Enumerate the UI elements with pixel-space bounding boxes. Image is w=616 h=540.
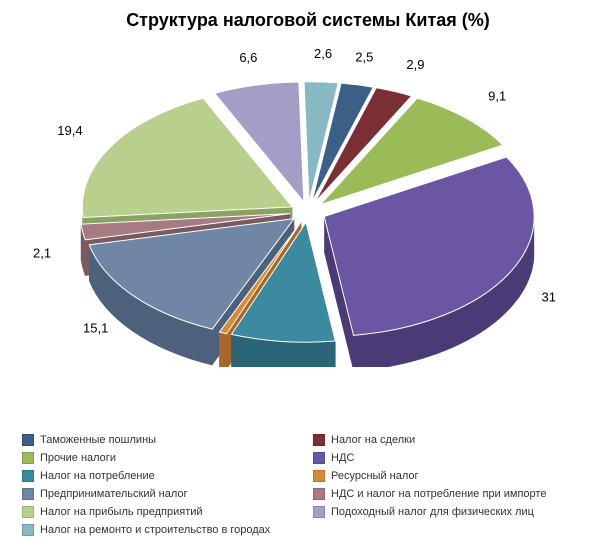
legend-swatch <box>22 452 34 464</box>
legend-label: НДС <box>331 452 354 464</box>
slice-value-label: 2,6 <box>314 46 332 61</box>
legend: Таможенные пошлины Налог на сделки Прочие … <box>22 434 594 536</box>
legend-label: Ресурсный налог <box>331 470 419 482</box>
chart-container: Структура налоговой системы Китая (%) 2,… <box>0 10 616 540</box>
legend-item: Налог на потребление <box>22 470 303 482</box>
legend-label: Таможенные пошлины <box>40 434 156 446</box>
legend-swatch <box>22 506 34 518</box>
chart-title: Структура налоговой системы Китая (%) <box>0 10 616 31</box>
legend-swatch <box>22 470 34 482</box>
legend-label: НДС и налог на потребление при импорте <box>331 488 546 500</box>
legend-label: Подоходный налог для физических лиц <box>331 506 534 518</box>
legend-item: Предпринимательский налог <box>22 488 303 500</box>
legend-label: Налог на сделки <box>331 434 415 446</box>
slice-value-label: 2,1 <box>33 245 51 260</box>
legend-label: Предпринимательский налог <box>40 488 188 500</box>
legend-swatch <box>22 524 34 536</box>
slice-value-label: 19,4 <box>57 123 82 138</box>
slice-value-label: 2,5 <box>355 49 373 64</box>
legend-swatch <box>313 506 325 518</box>
legend-swatch <box>22 488 34 500</box>
legend-swatch <box>313 434 325 446</box>
slice-value-label: 31 <box>541 289 555 304</box>
legend-label: Налог на потребление <box>40 470 155 482</box>
legend-item: Таможенные пошлины <box>22 434 303 446</box>
legend-item: Налог на прибыль предприятий <box>22 506 303 518</box>
legend-item: Прочие налоги <box>22 452 303 464</box>
legend-label: Налог на прибыль предприятий <box>40 506 203 518</box>
legend-item: Подоходный налог для физических лиц <box>313 506 594 518</box>
slice-value-label: 2,9 <box>406 57 424 72</box>
slice-value-label: 6,6 <box>239 50 257 65</box>
legend-label: Прочие налоги <box>40 452 116 464</box>
legend-item: НДС <box>313 452 594 464</box>
legend-swatch <box>313 488 325 500</box>
legend-label: Налог на ремонто и строительство в город… <box>40 524 270 536</box>
legend-swatch <box>313 452 325 464</box>
slice-value-label: 0,6 <box>193 365 211 367</box>
legend-item: Налог на ремонто и строительство в город… <box>22 524 303 536</box>
legend-swatch <box>313 470 325 482</box>
legend-item: НДС и налог на потребление при импорте <box>313 488 594 500</box>
legend-swatch <box>22 434 34 446</box>
pie-chart: 2,52,99,13180,615,12,119,46,62,6 <box>8 37 608 367</box>
pie-slice-wall <box>219 332 226 367</box>
legend-item: Ресурсный налог <box>313 470 594 482</box>
slice-value-label: 9,1 <box>488 89 506 104</box>
legend-item: Налог на сделки <box>313 434 594 446</box>
slice-value-label: 15,1 <box>83 320 108 335</box>
